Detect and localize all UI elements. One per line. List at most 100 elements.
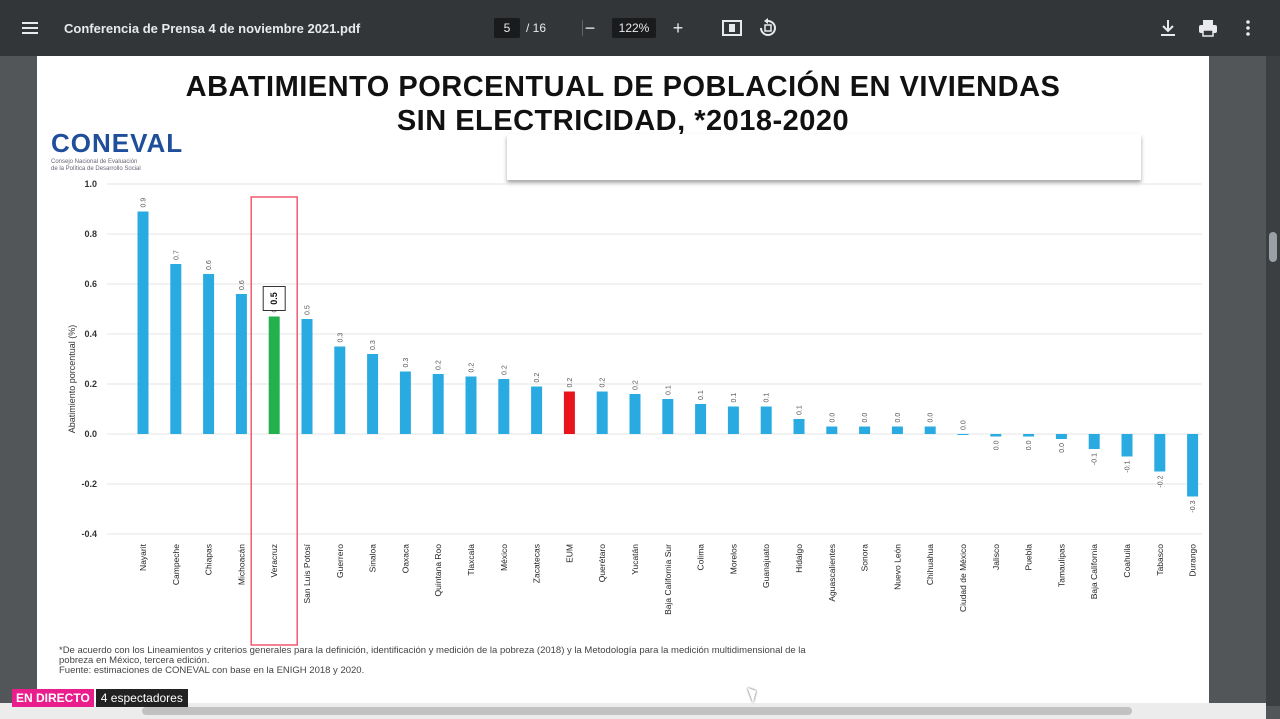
- slide-title-line1: ABATIMIENTO PORCENTUAL DE POBLACIÓN EN V…: [185, 71, 1061, 103]
- highlight-callout-box: [262, 286, 286, 311]
- bar: [629, 394, 641, 434]
- more-options-button[interactable]: [1234, 0, 1262, 56]
- value-label: 0.0: [829, 413, 836, 423]
- print-icon: [1199, 20, 1217, 37]
- pdf-toolbar: Conferencia de Prensa 4 de noviembre 202…: [0, 0, 1280, 56]
- pdf-page: ABATIMIENTO PORCENTUAL DE POBLACIÓN EN V…: [37, 56, 1209, 706]
- category-label: Sonora: [860, 544, 870, 572]
- bar: [1187, 434, 1199, 497]
- y-tick-label: -0.2: [81, 479, 97, 489]
- value-label: 0.1: [764, 393, 771, 403]
- vertical-scroll-thumb[interactable]: [1269, 232, 1277, 262]
- download-button[interactable]: [1154, 0, 1182, 56]
- menu-button[interactable]: [12, 0, 48, 56]
- bar: [1088, 434, 1100, 449]
- bar: [891, 426, 903, 434]
- category-label: Tabasco: [1155, 544, 1165, 576]
- bar: [235, 294, 247, 434]
- bar: [465, 376, 477, 434]
- print-button[interactable]: [1194, 0, 1222, 56]
- category-label: México: [499, 544, 509, 571]
- value-label: 0.0: [895, 413, 902, 423]
- category-label: Baja California: [1089, 544, 1099, 600]
- value-label: 0.6: [239, 280, 246, 290]
- live-status: EN DIRECTO 4 espectadores: [12, 689, 188, 707]
- more-vert-icon: [1246, 20, 1250, 36]
- category-label: Hidalgo: [794, 544, 804, 573]
- y-tick-label: 0.8: [84, 229, 97, 239]
- zoom-out-button[interactable]: −: [584, 17, 596, 38]
- value-label: 0.2: [534, 373, 541, 383]
- bar: [170, 264, 182, 434]
- value-label: 0.5: [305, 305, 312, 315]
- value-label: 0.2: [600, 378, 607, 388]
- value-label: 0.2: [633, 380, 640, 390]
- category-label: Puebla: [1024, 544, 1034, 571]
- value-label: 0.3: [403, 358, 410, 368]
- value-label: -0.2: [1157, 475, 1164, 487]
- bar: [1121, 434, 1133, 457]
- decorative-shadow-box: [507, 134, 1141, 180]
- value-label: 0.2: [501, 365, 508, 375]
- value-label: 0.1: [797, 405, 804, 415]
- bar: [432, 374, 444, 434]
- footnote-line3: Fuente: estimaciones de CONEVAL con base…: [59, 665, 365, 676]
- vertical-scrollbar[interactable]: [1266, 56, 1280, 706]
- value-label: 0.9: [141, 198, 148, 208]
- bar-chart: 1.0 0.8 0.6 0.4 0.2 0.0 -0.2 -0.4 Abatimiento po…: [67, 179, 1202, 646]
- category-label: Zacatecas: [532, 544, 542, 583]
- footnote: *De acuerdo con los Lineamientos y crite…: [59, 646, 1169, 676]
- value-label: 0.2: [469, 363, 476, 373]
- bar: [367, 354, 379, 434]
- horizontal-scrollbar[interactable]: [0, 703, 1266, 719]
- bar: [268, 316, 280, 434]
- value-label: 0.7: [173, 250, 180, 260]
- bar: [662, 399, 674, 434]
- category-label: Tamaulipas: [1056, 544, 1066, 587]
- bar: [334, 346, 346, 434]
- y-tick-label: 1.0: [84, 179, 97, 189]
- bar: [203, 274, 215, 434]
- bar: [137, 211, 149, 434]
- fit-page-button[interactable]: [718, 0, 746, 56]
- value-label: 0.1: [665, 385, 672, 395]
- category-label: Quintana Roo: [433, 544, 443, 597]
- category-label: Sinaloa: [368, 544, 378, 573]
- value-label: 0.2: [436, 360, 443, 370]
- fit-page-icon: [722, 20, 742, 36]
- value-label: 0.3: [337, 333, 344, 343]
- bar: [826, 426, 838, 434]
- rotate-button[interactable]: [754, 0, 782, 56]
- pdf-viewer[interactable]: ABATIMIENTO PORCENTUAL DE POBLACIÓN EN V…: [0, 56, 1280, 719]
- value-label: 0.0: [928, 413, 935, 423]
- value-label: 0.0: [862, 413, 869, 423]
- category-label: Michoacán: [236, 544, 246, 585]
- category-label: Nuevo León: [892, 544, 902, 590]
- slide-title: ABATIMIENTO PORCENTUAL DE POBLACIÓN EN V…: [37, 70, 1209, 138]
- value-label: -0.1: [1092, 453, 1099, 465]
- category-label: Durango: [1188, 544, 1198, 577]
- bar: [990, 434, 1002, 437]
- logo-subtitle-2: de la Política de Desarrollo Social: [51, 166, 141, 172]
- bar: [695, 404, 707, 434]
- page-total: / 16: [526, 21, 547, 35]
- y-tick-label: 0.4: [84, 329, 97, 339]
- category-label: Aguascalientes: [827, 544, 837, 602]
- footnote-line2: pobreza en México, tercera edición.: [59, 655, 210, 666]
- horizontal-scroll-thumb[interactable]: [142, 707, 1132, 715]
- logo-text: CONEVAL: [51, 128, 184, 158]
- value-label: -0.3: [1190, 500, 1197, 512]
- page-number-input[interactable]: 5: [494, 18, 520, 38]
- zoom-in-button[interactable]: +: [672, 17, 684, 38]
- bar: [563, 391, 575, 434]
- value-label: 0.0: [1059, 443, 1066, 453]
- bar: [1154, 434, 1166, 472]
- zoom-input[interactable]: 122%: [612, 18, 656, 38]
- rotate-icon: [760, 18, 776, 36]
- bar: [859, 426, 871, 434]
- toolbar-divider: [582, 20, 583, 36]
- category-label: Coahuila: [1122, 544, 1132, 578]
- category-label: Chihuahua: [925, 544, 935, 585]
- category-label: San Luis Potosí: [302, 543, 312, 603]
- value-label: 0.6: [206, 260, 213, 270]
